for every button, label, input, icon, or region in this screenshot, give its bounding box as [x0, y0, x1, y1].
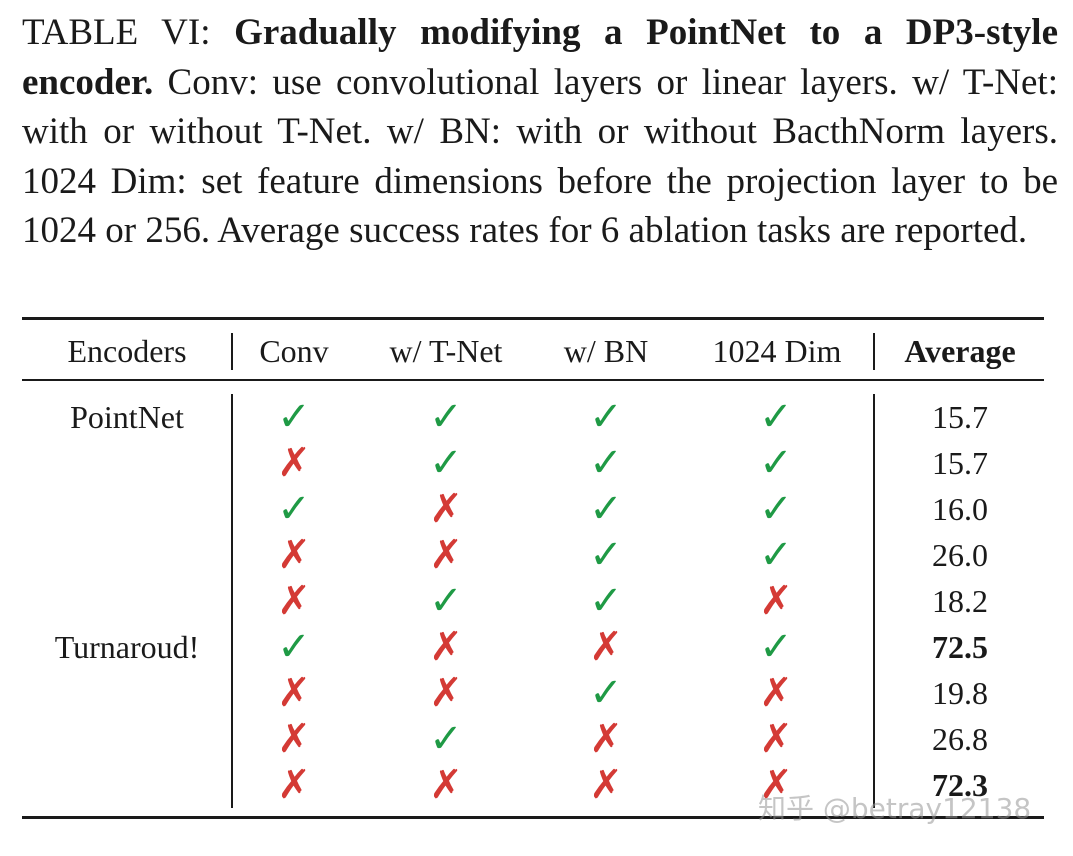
average-value: 72.5	[932, 629, 988, 665]
cross-icon: ✗	[589, 762, 623, 808]
encoder-label	[22, 578, 232, 624]
header-dim: 1024 Dim	[712, 333, 842, 369]
cross-icon: ✗	[277, 716, 311, 762]
cross-icon: ✗	[277, 762, 311, 808]
cross-icon: ✗	[429, 624, 463, 670]
check-icon: ✓	[277, 486, 311, 532]
check-icon: ✓	[589, 440, 623, 486]
column-divider	[231, 333, 233, 370]
average-value: 15.7	[932, 399, 988, 435]
cross-icon: ✗	[589, 716, 623, 762]
header-average: Average	[904, 333, 1016, 369]
encoder-label	[22, 532, 232, 578]
column-divider	[873, 333, 875, 370]
watermark: 知乎 @betray12138	[758, 792, 1032, 825]
bottom-rule	[22, 816, 1044, 819]
check-icon: ✓	[429, 578, 463, 624]
average-value: 26.0	[932, 537, 988, 573]
check-icon: ✓	[589, 532, 623, 578]
encoder-label: PointNet	[70, 399, 184, 435]
check-icon: ✓	[589, 578, 623, 624]
check-icon: ✓	[589, 670, 623, 716]
table-caption: TABLE VI: Gradually modifying a PointNet…	[22, 8, 1058, 256]
cross-icon: ✗	[429, 486, 463, 532]
check-icon: ✓	[589, 394, 623, 440]
encoder-label: Turnaroud!	[54, 629, 200, 665]
caption-label: TABLE VI:	[22, 12, 235, 53]
cross-icon: ✗	[429, 532, 463, 578]
column-divider	[231, 394, 233, 808]
check-icon: ✓	[277, 624, 311, 670]
cross-icon: ✗	[429, 762, 463, 808]
caption-title: Gradually modifying a PointNet to a DP3-…	[22, 12, 1058, 103]
average-value: 72.3	[932, 767, 988, 803]
check-icon: ✓	[589, 486, 623, 532]
cross-icon: ✗	[759, 762, 793, 808]
check-icon: ✓	[429, 394, 463, 440]
header-tnet: w/ T-Net	[389, 333, 503, 369]
cross-icon: ✗	[277, 670, 311, 716]
caption-body: Conv: use convolutional layers or linear…	[22, 61, 1058, 252]
average-value: 19.8	[932, 675, 988, 711]
check-icon: ✓	[759, 486, 793, 532]
cross-icon: ✗	[589, 624, 623, 670]
check-icon: ✓	[759, 440, 793, 486]
average-value: 16.0	[932, 491, 988, 527]
encoder-label	[22, 670, 232, 716]
cross-icon: ✗	[759, 716, 793, 762]
cross-icon: ✗	[759, 670, 793, 716]
average-value: 26.8	[932, 721, 988, 757]
check-icon: ✓	[759, 624, 793, 670]
encoder-label	[22, 716, 232, 762]
check-icon: ✓	[429, 440, 463, 486]
cross-icon: ✗	[277, 578, 311, 624]
top-rule	[22, 317, 1044, 320]
cross-icon: ✗	[277, 532, 311, 578]
header-bn: w/ BN	[563, 333, 649, 369]
check-icon: ✓	[759, 394, 793, 440]
header-conv: Conv	[259, 333, 329, 369]
average-value: 15.7	[932, 445, 988, 481]
encoder-label	[22, 440, 232, 486]
cross-icon: ✗	[759, 578, 793, 624]
cross-icon: ✗	[277, 440, 311, 486]
check-icon: ✓	[759, 532, 793, 578]
cross-icon: ✗	[429, 670, 463, 716]
column-divider	[873, 394, 875, 808]
encoder-label	[22, 486, 232, 532]
average-value: 18.2	[932, 583, 988, 619]
header-rule	[22, 379, 1044, 381]
header-encoders: Encoders	[67, 333, 187, 369]
check-icon: ✓	[277, 394, 311, 440]
check-icon: ✓	[429, 716, 463, 762]
encoder-label	[22, 762, 232, 808]
